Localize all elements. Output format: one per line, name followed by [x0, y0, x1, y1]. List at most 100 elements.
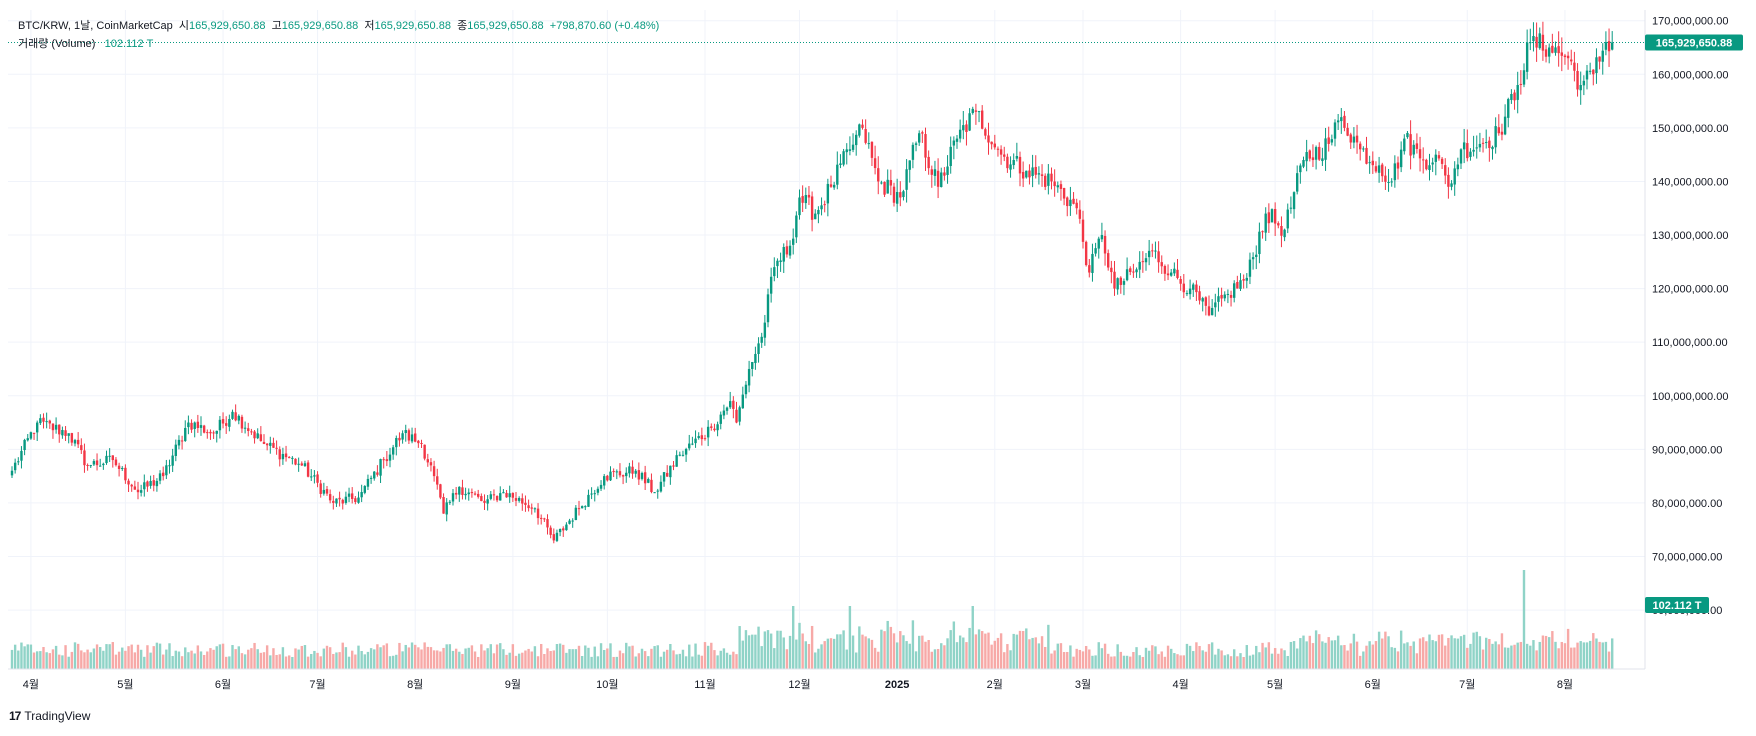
volume-bar [977, 629, 981, 669]
volume-bar [514, 655, 518, 669]
candle [974, 103, 978, 125]
volume-bar [1245, 645, 1248, 669]
volume-bar [127, 646, 130, 669]
volume-bar [751, 634, 754, 669]
volume-bar [1355, 641, 1359, 669]
candle [927, 150, 930, 175]
candle [880, 180, 883, 185]
volume-bar [1072, 656, 1075, 669]
volume-bar [1475, 631, 1478, 669]
volume-bar [688, 644, 691, 669]
candle [247, 422, 250, 437]
candle [933, 160, 937, 186]
volume-bar [993, 640, 996, 669]
candle [1122, 278, 1126, 296]
candle [1330, 134, 1334, 146]
volume-bar [1466, 647, 1469, 669]
volume-bar [990, 644, 993, 669]
candle [253, 430, 256, 444]
candle [530, 503, 533, 515]
volume-bar [1415, 653, 1419, 669]
candle [1151, 243, 1154, 258]
volume-bar [1248, 655, 1252, 669]
volume-bar [36, 651, 39, 669]
volume-bar [817, 648, 820, 669]
volume-bar [902, 635, 905, 669]
candle [883, 181, 886, 198]
candle [823, 200, 826, 213]
volume-bar [1220, 650, 1223, 669]
candle [414, 427, 417, 443]
volume-bar [666, 649, 669, 669]
candle [1201, 296, 1204, 312]
volume-bar [1516, 642, 1519, 669]
candle [426, 453, 429, 467]
volume-bar [458, 651, 461, 669]
volume-bar [1028, 639, 1031, 669]
symbol-title[interactable]: BTC/KRW, 1날, CoinMarketCap [18, 20, 173, 32]
volume-bar [467, 647, 470, 669]
candle [1393, 155, 1397, 188]
volume-bar [215, 646, 218, 669]
candle [914, 141, 918, 152]
volume-bar [684, 656, 688, 669]
candle [540, 514, 543, 525]
volume-bar [1557, 648, 1560, 669]
volume-bar [1097, 642, 1100, 669]
volume-bar [17, 650, 20, 669]
candle [552, 528, 555, 544]
tradingview-logo-text: TradingView [24, 709, 91, 723]
candle [1107, 249, 1110, 271]
candle [1336, 114, 1340, 130]
tradingview-logo[interactable]: 17 TradingView [9, 709, 90, 723]
candle [514, 491, 518, 507]
candle [842, 148, 845, 167]
volume-bar [1044, 646, 1047, 669]
volume-bar [735, 654, 738, 669]
volume-bar [1053, 650, 1056, 669]
candle [228, 414, 231, 432]
volume-bar [732, 651, 735, 669]
volume-bar [675, 654, 678, 669]
volume-bar [1428, 634, 1431, 669]
candle [45, 412, 48, 429]
volume-bar [61, 655, 64, 669]
volume-bar [1258, 652, 1261, 669]
candle [832, 181, 836, 190]
candle [1478, 132, 1482, 152]
candle [388, 447, 392, 468]
candle [1557, 31, 1560, 67]
candle [262, 434, 266, 445]
candle [990, 141, 993, 150]
candle [1129, 266, 1132, 276]
candle [647, 477, 650, 484]
candle [511, 492, 515, 502]
volume-bar [23, 646, 26, 669]
volume-bar [275, 654, 278, 669]
volume-bar [785, 649, 789, 669]
candle [1327, 126, 1330, 152]
volume-bar [540, 643, 543, 669]
candle [461, 479, 464, 500]
volume-bar [351, 650, 354, 669]
volume-bar [297, 649, 300, 669]
volume-bar [1343, 645, 1346, 669]
candle [17, 457, 20, 466]
time-axis[interactable]: 4월 5월 6월 7월 8월 9월 10월 11월 12월 2025 2월 3월 4월 5월 6월 7월 8월 [23, 678, 1573, 691]
volume-bar [1050, 653, 1053, 669]
volume-bar [1006, 644, 1009, 669]
volume-bar [1091, 655, 1094, 669]
candle [505, 489, 508, 498]
volume-label[interactable]: 거래량 (Volume) [18, 38, 96, 50]
candle [265, 443, 269, 451]
volume-bar [369, 648, 373, 669]
volume-bar [1544, 635, 1548, 669]
candle [631, 460, 634, 479]
price-axis[interactable]: 60,000,000.0070,000,000.0080,000,000.009… [1652, 16, 1728, 617]
candle [407, 428, 411, 444]
candle [1308, 149, 1311, 162]
candle [543, 517, 546, 523]
candle [1516, 71, 1519, 114]
candle [656, 488, 659, 499]
